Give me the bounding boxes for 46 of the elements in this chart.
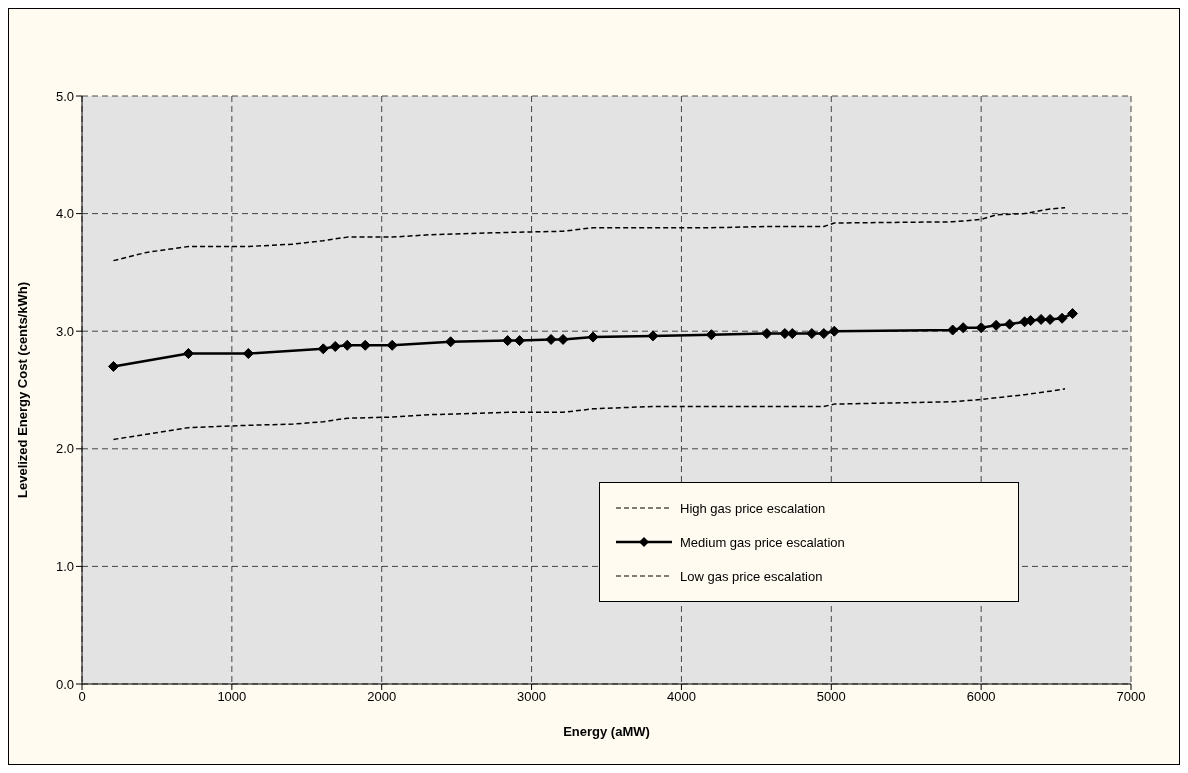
y-tick-label: 5.0 bbox=[55, 88, 74, 104]
point bbox=[107, 360, 119, 372]
point bbox=[647, 330, 659, 342]
x-tick-label: 3000 bbox=[517, 689, 547, 705]
point bbox=[445, 336, 457, 348]
x-tick-label: 0 bbox=[78, 689, 86, 705]
legend-label: High gas price escalation bbox=[680, 500, 826, 516]
point bbox=[386, 339, 398, 351]
y-tick-label: 1.0 bbox=[55, 559, 74, 575]
legend-label: Medium gas price escalation bbox=[680, 534, 845, 550]
point bbox=[1044, 313, 1056, 325]
y-tick-label: 0.0 bbox=[55, 676, 74, 692]
point bbox=[1004, 318, 1016, 330]
x-tick-label: 7000 bbox=[1116, 689, 1146, 705]
point bbox=[975, 322, 987, 334]
point bbox=[1056, 312, 1068, 324]
x-tick-label: 1000 bbox=[217, 689, 247, 705]
point bbox=[359, 339, 371, 351]
point bbox=[502, 335, 514, 347]
point bbox=[557, 333, 569, 345]
point bbox=[545, 333, 557, 345]
x-tick-label: 2000 bbox=[367, 689, 397, 705]
y-tick-label: 4.0 bbox=[55, 206, 74, 222]
point bbox=[947, 324, 959, 336]
point bbox=[818, 328, 830, 340]
point bbox=[1067, 308, 1079, 320]
point bbox=[957, 322, 969, 334]
point bbox=[828, 325, 840, 337]
x-tick-label: 6000 bbox=[966, 689, 996, 705]
point bbox=[329, 340, 341, 352]
point bbox=[806, 328, 818, 340]
point bbox=[1035, 313, 1047, 325]
y-tick-label: 3.0 bbox=[55, 323, 74, 339]
x-axis-title: Energy (aMW) bbox=[563, 724, 650, 739]
x-tick-label: 5000 bbox=[816, 689, 846, 705]
y-tick-label: 2.0 bbox=[55, 441, 74, 457]
point bbox=[182, 348, 194, 360]
point bbox=[990, 319, 1002, 331]
legend-label: Low gas price escalation bbox=[680, 568, 823, 584]
point bbox=[514, 335, 526, 347]
y-axis-title: Levelized Energy Cost (cents/kWh) bbox=[14, 282, 30, 498]
point bbox=[587, 331, 599, 343]
point bbox=[761, 328, 773, 340]
x-tick-label: 4000 bbox=[666, 689, 696, 705]
point bbox=[242, 348, 254, 360]
point bbox=[341, 339, 353, 351]
